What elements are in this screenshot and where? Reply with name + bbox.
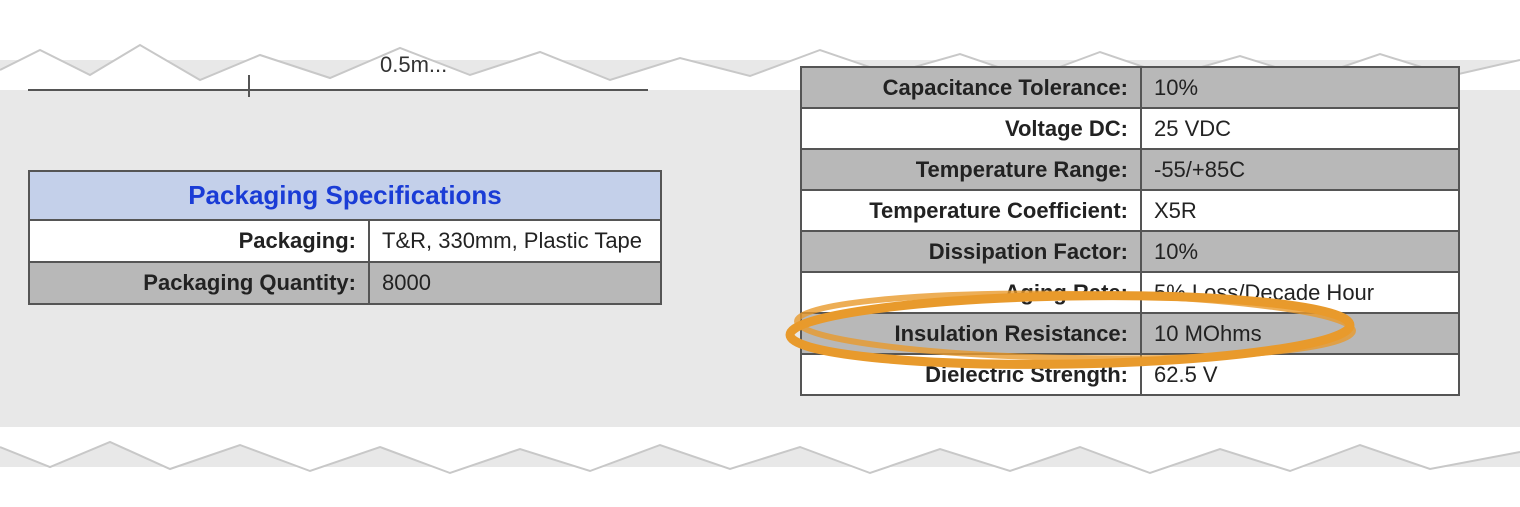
row-value: 25 VDC <box>1141 108 1459 149</box>
packaging-specifications-table: Packaging Specifications Packaging:T&R, … <box>28 170 662 305</box>
row-value: T&R, 330mm, Plastic Tape <box>369 220 661 262</box>
row-label: Temperature Coefficient: <box>801 190 1141 231</box>
row-value: 8000 <box>369 262 661 304</box>
row-value: 10% <box>1141 67 1459 108</box>
row-label: Temperature Range: <box>801 149 1141 190</box>
row-label: Packaging Quantity: <box>29 262 369 304</box>
table-row: Packaging Quantity:8000 <box>29 262 661 304</box>
packaging-table-title: Packaging Specifications <box>29 171 661 220</box>
partial-table-fragment <box>28 75 648 105</box>
row-label: Dielectric Strength: <box>801 354 1141 395</box>
row-label: Insulation Resistance: <box>801 313 1141 354</box>
row-value: 10 MOhms <box>1141 313 1459 354</box>
table-row: Dielectric Strength:62.5 V <box>801 354 1459 395</box>
row-label: Aging Rate: <box>801 272 1141 313</box>
table-row: Temperature Range:-55/+85C <box>801 149 1459 190</box>
row-value: -55/+85C <box>1141 149 1459 190</box>
table-row: Dissipation Factor:10% <box>801 231 1459 272</box>
table-row: Aging Rate:5% Loss/Decade Hour <box>801 272 1459 313</box>
row-label: Packaging: <box>29 220 369 262</box>
row-value: 10% <box>1141 231 1459 272</box>
row-value: 5% Loss/Decade Hour <box>1141 272 1459 313</box>
row-label: Capacitance Tolerance: <box>801 67 1141 108</box>
row-label: Voltage DC: <box>801 108 1141 149</box>
table-row: Temperature Coefficient:X5R <box>801 190 1459 231</box>
table-row: Voltage DC:25 VDC <box>801 108 1459 149</box>
row-value: 62.5 V <box>1141 354 1459 395</box>
table-row: Packaging:T&R, 330mm, Plastic Tape <box>29 220 661 262</box>
table-row: Insulation Resistance:10 MOhms <box>801 313 1459 354</box>
table-row: Capacitance Tolerance:10% <box>801 67 1459 108</box>
fragment-text: 0.5m... <box>380 52 447 78</box>
component-specifications-table: Capacitance Tolerance:10%Voltage DC:25 V… <box>800 66 1460 396</box>
row-value: X5R <box>1141 190 1459 231</box>
row-label: Dissipation Factor: <box>801 231 1141 272</box>
